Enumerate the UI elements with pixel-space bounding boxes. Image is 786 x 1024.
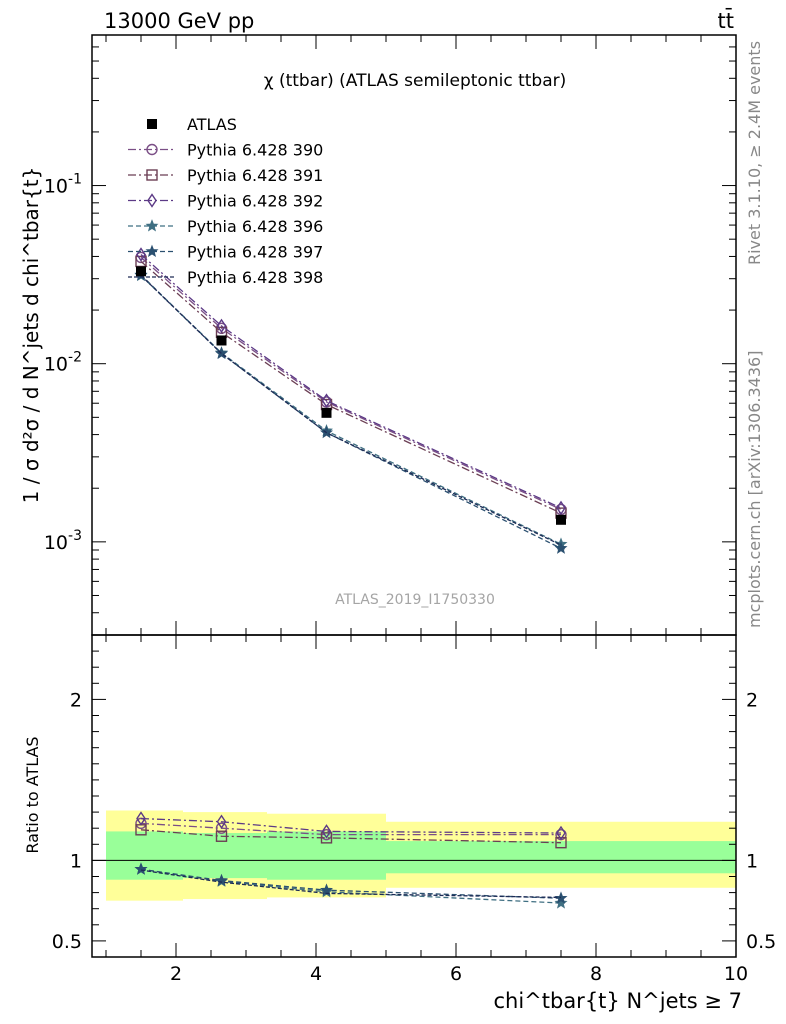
ratio-series-point bbox=[215, 873, 228, 887]
legend-label: Pythia 6.428 396 bbox=[187, 217, 323, 236]
header-right-label: tt̄ bbox=[718, 8, 734, 33]
x-tick-label: 10 bbox=[724, 963, 748, 985]
ratio-inner-band bbox=[386, 841, 736, 874]
ratio-series-point bbox=[134, 862, 148, 875]
ratio-series-line bbox=[140, 817, 562, 834]
legend-marker bbox=[145, 219, 159, 232]
main-axes: 10-3 10-2 10-1 bbox=[44, 35, 737, 636]
ratio-y-tick-label: 1 bbox=[70, 850, 82, 872]
x-tick-label: 2 bbox=[170, 963, 182, 985]
legend-label: Pythia 6.428 397 bbox=[187, 243, 323, 262]
series-line bbox=[140, 256, 562, 511]
y-tick-label: 10-3 bbox=[44, 528, 82, 554]
chart-title: χ (ttbar) (ATLAS semileptonic ttbar) bbox=[264, 71, 566, 91]
series-point bbox=[321, 393, 332, 408]
legend-marker-data bbox=[147, 119, 157, 129]
ratio-y-tick-label-right: 2 bbox=[746, 689, 758, 711]
legend-marker bbox=[145, 244, 159, 258]
legend-marker bbox=[147, 193, 157, 208]
header-left-label: 13000 GeV pp bbox=[104, 9, 254, 33]
ratio-series-point bbox=[321, 824, 332, 839]
ratio-series-point bbox=[554, 896, 568, 909]
legend-label: Pythia 6.428 391 bbox=[187, 166, 323, 185]
x-tick-label: 6 bbox=[450, 963, 462, 985]
series-line bbox=[140, 260, 562, 514]
ratio-plot-marks bbox=[92, 810, 736, 909]
series-point bbox=[216, 318, 227, 334]
ratio-series-point bbox=[135, 817, 147, 830]
ratio-series-point bbox=[555, 836, 567, 849]
legend-label: Pythia 6.428 398 bbox=[187, 268, 323, 287]
data-point bbox=[321, 407, 332, 418]
ratio-inner-band bbox=[183, 833, 267, 879]
ratio-y-tick-label: 2 bbox=[70, 689, 82, 711]
ratio-series-point bbox=[216, 814, 227, 830]
ratio-series-line bbox=[140, 829, 562, 844]
legend-label: Pythia 6.428 392 bbox=[187, 192, 323, 211]
ratio-panel: 0.5 0.5 1 1 2 2 2 4 6 8 10 Ratio to ATLAS chi^tbar… bbox=[23, 634, 776, 1013]
ratio-series-point bbox=[136, 811, 146, 826]
legend-marker bbox=[146, 143, 158, 156]
ratio-y-tick-label: 0.5 bbox=[52, 931, 82, 953]
ratio-series-line bbox=[140, 868, 562, 899]
data-point bbox=[136, 266, 146, 277]
ratio-axes: 0.5 0.5 1 1 2 2 2 4 6 8 10 bbox=[52, 634, 776, 985]
ratio-frame bbox=[91, 634, 737, 958]
ratio-series-line bbox=[140, 822, 561, 836]
ratio-series-point bbox=[320, 832, 333, 844]
analysis-watermark: ATLAS_2019_I1750330 bbox=[335, 592, 495, 608]
x-tick-label: 4 bbox=[310, 963, 322, 985]
mcplots-label: mcplots.cern.ch [arXiv:1306.3436] bbox=[745, 351, 764, 628]
series-point bbox=[554, 541, 568, 554]
ratio-series-point bbox=[215, 830, 228, 842]
y-tick-label: 10-2 bbox=[44, 350, 82, 376]
ratio-inner-band bbox=[106, 831, 183, 880]
legend-marker bbox=[146, 169, 158, 181]
main-panel: 10-3 10-2 10-1 χ (ttbar) (ATLAS semilepton… bbox=[19, 34, 737, 636]
series-point bbox=[136, 247, 146, 262]
ratio-series-line bbox=[140, 869, 562, 899]
rivet-label: Rivet 3.1.10, ≥ 2.4M events bbox=[745, 41, 764, 265]
ratio-series-point bbox=[215, 822, 228, 834]
legend-label: Pythia 6.428 390 bbox=[187, 141, 323, 160]
ratio-series-point bbox=[554, 891, 568, 904]
series-point bbox=[556, 500, 566, 516]
main-y-axis-label: 1 / σ d²σ / d N^jets d chi^tbar{t} bbox=[19, 167, 43, 504]
series-line bbox=[140, 275, 562, 545]
data-point bbox=[216, 335, 227, 346]
ratio-y-tick-label-right: 0.5 bbox=[746, 931, 776, 953]
legend-label-data: ATLAS bbox=[187, 115, 237, 134]
y-tick-label: 10-1 bbox=[44, 172, 82, 198]
x-axis-label: chi^tbar{t} N^jets ≥ 7 bbox=[493, 989, 742, 1013]
ratio-series-point bbox=[556, 825, 566, 841]
x-tick-label: 8 bbox=[590, 963, 602, 985]
main-plot-marks bbox=[134, 247, 568, 554]
legend: ATLAS Pythia 6.428 390 Pythia 6.428 391 Pyt… bbox=[128, 115, 323, 287]
ratio-y-axis-label: Ratio to ATLAS bbox=[23, 736, 42, 853]
ratio-y-tick-label-right: 1 bbox=[746, 850, 758, 872]
series-line bbox=[140, 274, 562, 546]
data-point bbox=[556, 514, 566, 525]
series-line bbox=[140, 254, 562, 509]
